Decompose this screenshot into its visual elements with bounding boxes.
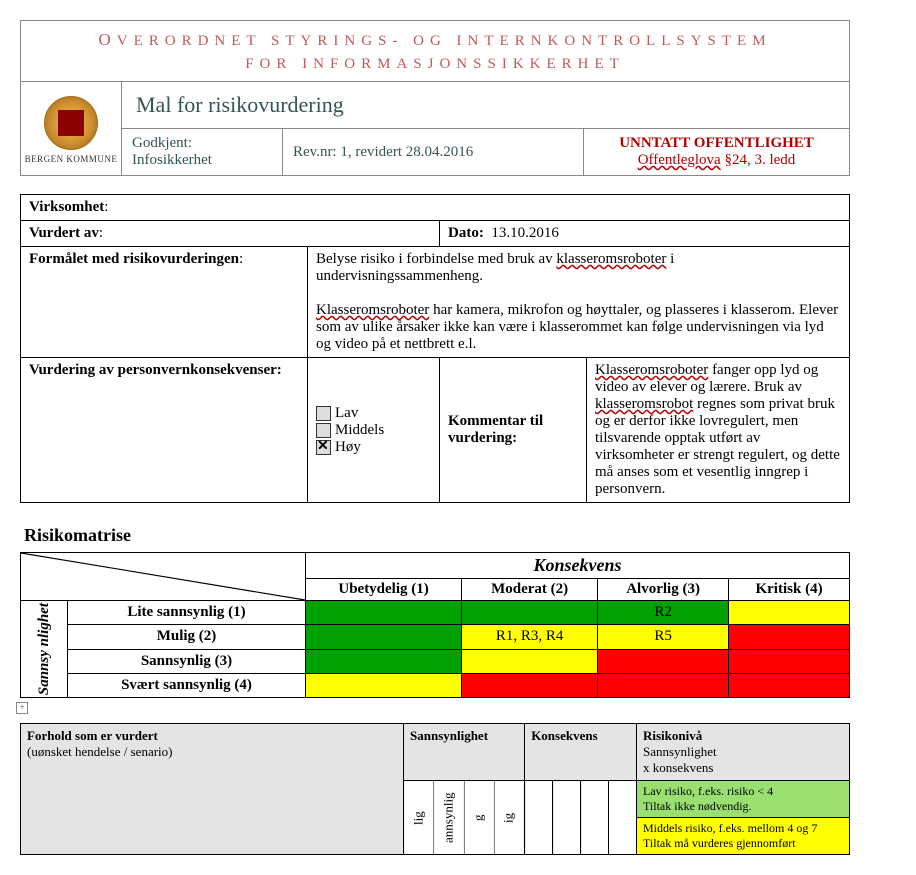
matrix-cell-2-1 (462, 649, 598, 673)
matrix-cell-3-3 (729, 673, 850, 697)
kons-sub-2 (581, 781, 609, 855)
exempt-line2: Offentleglova §24, 3. ledd (592, 152, 841, 169)
matrix-col-3: Kritisk (4) (729, 579, 850, 601)
matrix-cell-1-0 (306, 625, 462, 649)
matrix-cell-2-3 (729, 649, 850, 673)
kons-sub-0 (525, 781, 553, 855)
exempt-cell: UNNTATT OFFENTLIGHET Offentleglova §24, … (584, 129, 850, 176)
matrix-row-label-2: Sannsynlig (3) (68, 649, 306, 673)
privacy-level-options: Lav Middels Høy (308, 358, 440, 503)
risk-legend: Lav risiko, f.eks. risiko < 4 Tiltak ikk… (637, 781, 850, 855)
approved-cell: Godkjent: Infosikkerhet (122, 129, 283, 176)
assessment-meta-table: Virksomhet: Vurdert av: Dato: 13.10.2016… (20, 194, 850, 503)
banner-line1: VERORDNET STYRINGS- OG INTERNKONTROLLSYS… (117, 33, 772, 49)
matrix-col-0: Ubetydelig (1) (306, 579, 462, 601)
logo-caption: BERGEN KOMMUNE (21, 154, 121, 164)
risk-hdr-kons: Konsekvens (525, 724, 637, 781)
matrix-cell-0-0 (306, 601, 462, 625)
expand-icon[interactable]: + (16, 702, 28, 714)
sanns-sub-1: annsynlig (434, 781, 464, 855)
dato-row: Dato: 13.10.2016 (440, 221, 850, 247)
privacy-impact-label: Vurdering av personvernkonsekvenser: (21, 358, 308, 503)
risk-hdr-sanns: Sannsynlighet (404, 724, 525, 781)
checkbox-hoy[interactable] (316, 440, 331, 455)
matrix-cell-2-0 (306, 649, 462, 673)
matrix-col-1: Moderat (2) (462, 579, 598, 601)
risk-legend-low: Lav risiko, f.eks. risiko < 4 Tiltak ikk… (637, 781, 849, 818)
matrix-row-label-1: Mulig (2) (68, 625, 306, 649)
comment-label: Kommentar til vurdering: (440, 358, 587, 503)
doc-title: Mal for risikovurdering (122, 82, 850, 129)
risk-evaluation-table: Forhold som er vurdert (uønsket hendelse… (20, 723, 850, 855)
matrix-cell-0-2: R2 (598, 601, 729, 625)
banner: OVERORDNET STYRINGS- OG INTERNKONTROLLSY… (21, 21, 850, 82)
sanns-sub-3: ig (494, 781, 524, 855)
logo-cell: BERGEN KOMMUNE (21, 82, 122, 176)
option-middels[interactable]: Middels (316, 422, 431, 439)
matrix-cell-0-1 (462, 601, 598, 625)
matrix-cell-3-1 (462, 673, 598, 697)
approved-value: Infosikkerhet (132, 152, 212, 168)
banner-line2: FOR INFORMASJONSSIKKERHET (245, 56, 625, 72)
matrix-diagonal-header (21, 553, 306, 601)
risk-hdr-niva: Risikonivå Sannsynlighet x konsekvens (637, 724, 850, 781)
comment-text: Klasseromsroboter fanger opp lyd og vide… (587, 358, 850, 503)
matrix-row-label-3: Svært sannsynlig (4) (68, 673, 306, 697)
bergen-logo-icon (44, 96, 98, 150)
virksomhet-row: Virksomhet: (21, 195, 850, 221)
risk-legend-mid: Middels risiko, f.eks. mellom 4 og 7 Til… (637, 818, 849, 854)
matrix-col-2: Alvorlig (3) (598, 579, 729, 601)
sanns-sub-0: lig (404, 781, 434, 855)
kons-sub-3 (609, 781, 637, 855)
matrix-row-label-0: Lite sannsynlig (1) (68, 601, 306, 625)
purpose-label-cell: Formålet med risikovurderingen: (21, 247, 308, 358)
exempt-line1: UNNTATT OFFENTLIGHET (592, 135, 841, 152)
vurdert-row: Vurdert av: (21, 221, 440, 247)
purpose-text: Belyse risiko i forbindelse med bruk av … (308, 247, 850, 358)
matrix-title: Risikomatrise (24, 525, 896, 546)
matrix-cell-2-2 (598, 649, 729, 673)
matrix-cell-3-0 (306, 673, 462, 697)
matrix-cell-1-1: R1, R3, R4 (462, 625, 598, 649)
matrix-cell-1-2: R5 (598, 625, 729, 649)
checkbox-lav[interactable] (316, 406, 331, 421)
matrix-cell-0-3 (729, 601, 850, 625)
matrix-row-header: Sannsy nlighet (21, 601, 68, 698)
matrix-cell-1-3 (729, 625, 850, 649)
sanns-sub-2: g (464, 781, 494, 855)
doc-header-frame: OVERORDNET STYRINGS- OG INTERNKONTROLLSY… (20, 20, 850, 176)
revision: Rev.nr: 1, revidert 28.04.2016 (283, 129, 584, 176)
option-lav[interactable]: Lav (316, 405, 431, 422)
approved-label: Godkjent: (132, 135, 192, 151)
risk-matrix: Konsekvens Ubetydelig (1)Moderat (2)Alvo… (20, 552, 850, 698)
option-hoy[interactable]: Høy (316, 439, 431, 456)
matrix-col-header: Konsekvens (306, 553, 850, 579)
checkbox-middels[interactable] (316, 423, 331, 438)
matrix-cell-3-2 (598, 673, 729, 697)
kons-sub-1 (553, 781, 581, 855)
risk-hdr-forhold: Forhold som er vurdert (uønsket hendelse… (21, 724, 404, 855)
